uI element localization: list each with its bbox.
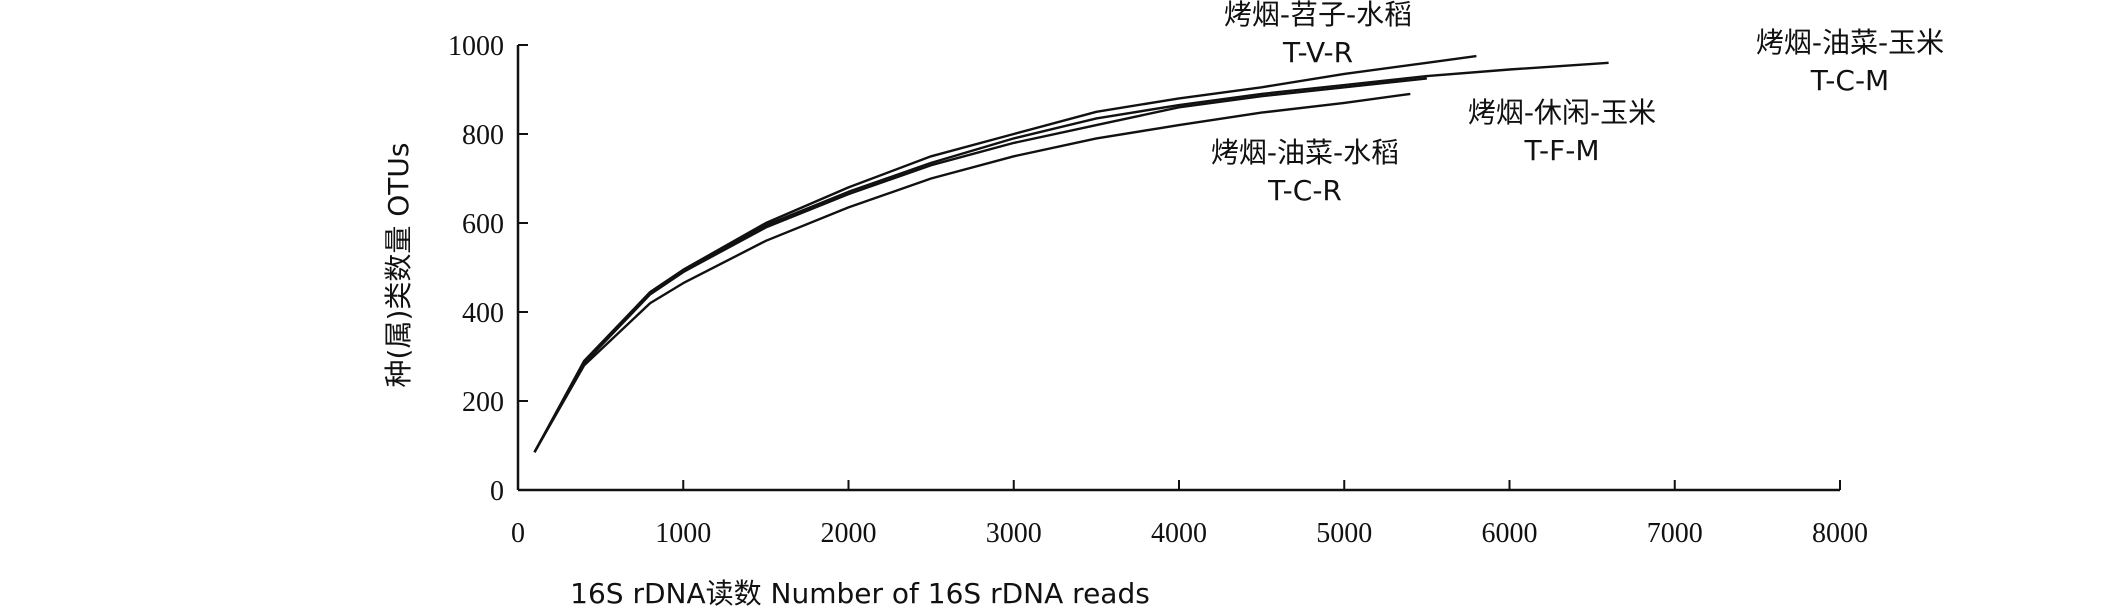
- series-line-t-c-r: [533, 92, 1411, 453]
- y-tick-label: 400: [462, 298, 504, 329]
- x-axis-title: 16S rDNA读数 Number of 16S rDNA reads: [570, 577, 1150, 608]
- series-label-code: T-C-R: [1267, 174, 1342, 207]
- annotation-t-f-m: 烤烟-休闲-玉米 T-F-M: [1468, 96, 1656, 167]
- x-tick-label: 8000: [1812, 518, 1868, 549]
- series-label-code: T-C-M: [1810, 64, 1889, 97]
- series-label-code: T-F-M: [1523, 134, 1599, 167]
- x-tick-label: 1000: [655, 518, 711, 549]
- y-axis-title: 种(属)类数量 OTUs: [382, 143, 415, 388]
- series-label-code: T-V-R: [1282, 36, 1353, 69]
- series-line-t-v-r: [533, 54, 1477, 453]
- y-tick-label: 1000: [448, 31, 504, 62]
- annotation-t-c-r: 烤烟-油菜-水稻 T-C-R: [1211, 136, 1399, 207]
- y-tick-label: 800: [462, 120, 504, 151]
- y-tick-label: 200: [462, 387, 504, 418]
- x-tick-label: 2000: [821, 518, 877, 549]
- series-annotations: 烤烟-苕子-水稻T-V-R 烤烟-油菜-玉米T-C-M烤烟-休闲-玉米T-F-M烤…: [1211, 0, 1944, 207]
- series-label-zh: 烤烟-休闲-玉米: [1468, 96, 1656, 129]
- x-tick-label: 5000: [1316, 518, 1372, 549]
- x-tick-label: 7000: [1647, 518, 1703, 549]
- series-line-t-c-m: [533, 61, 1609, 453]
- series-label-zh: 烤烟-苕子-水稻: [1224, 0, 1412, 31]
- x-tick-label: 3000: [986, 518, 1042, 549]
- series-line-t-f-m: [533, 77, 1428, 453]
- annotation-t-v-r: 烤烟-苕子-水稻 T-V-R: [1224, 0, 1412, 69]
- series-lines: [533, 54, 1609, 453]
- x-tick-label: 4000: [1151, 518, 1207, 549]
- axis-ticks: 0 1000 2000 3000 4000 5000 6000 7000 8000 0 200 400…: [448, 31, 1868, 549]
- y-tick-label: 600: [462, 209, 504, 240]
- x-tick-label: 6000: [1482, 518, 1538, 549]
- annotation-t-c-m: 烤烟-油菜-玉米 T-C-M: [1756, 26, 1944, 97]
- y-tick-label: 0: [490, 476, 504, 507]
- series-label-zh: 烤烟-油菜-水稻: [1211, 136, 1399, 169]
- x-tick-label: 0: [511, 518, 525, 549]
- series-label-zh: 烤烟-油菜-玉米: [1756, 26, 1944, 59]
